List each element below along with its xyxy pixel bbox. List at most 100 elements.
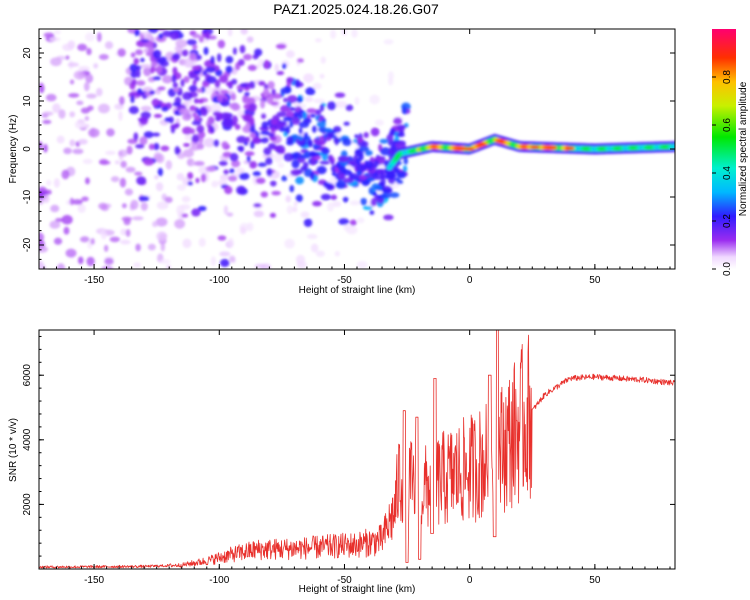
spectrum-blob <box>225 55 234 64</box>
spectrum-blob <box>363 131 369 138</box>
spectrum-speckle <box>79 236 90 243</box>
spectrum-speckle <box>95 87 103 97</box>
spectrum-blob <box>158 33 164 40</box>
spectrum-blob <box>195 54 202 61</box>
spectrum-blob <box>152 49 162 59</box>
spectrum-blob <box>362 205 373 210</box>
spectrum-speckle <box>155 217 168 227</box>
spectrum-blob <box>306 108 317 114</box>
spectrum-blob <box>283 152 294 162</box>
spectrum-blob <box>263 88 270 97</box>
spectrum-blob <box>128 91 137 97</box>
spectrum-speckle <box>258 59 265 67</box>
spectrum-blob <box>203 46 209 56</box>
spectrum-speckle <box>71 199 83 205</box>
spectrum-blob <box>396 124 407 130</box>
spectrum-speckle <box>120 160 127 168</box>
spectrum-speckle <box>63 147 72 155</box>
spectrum-blob <box>403 157 409 165</box>
spectrum-blob <box>270 118 278 126</box>
spectrum-blob <box>148 143 155 150</box>
spectrum-blob <box>195 177 200 184</box>
spectrum-blob <box>308 150 317 158</box>
spectrum-blob <box>183 75 190 84</box>
spectrum-blob <box>187 172 194 180</box>
spectrum-blob <box>161 106 169 112</box>
spectrum-blob <box>289 184 295 193</box>
spectrum-blob <box>216 53 222 63</box>
spectrum-speckle <box>301 103 307 109</box>
spectrum-blob <box>172 53 181 61</box>
spectrum-blob <box>307 139 313 148</box>
spectrum-blob <box>259 130 271 136</box>
spectrum-blob <box>169 31 180 40</box>
spectrum-blob <box>292 111 300 118</box>
spectrum-speckle <box>110 176 120 183</box>
spectrum-speckle <box>346 225 358 235</box>
spectrum-blob <box>192 33 201 39</box>
spectrum-blob <box>219 258 230 268</box>
spectrum-blob <box>364 150 373 156</box>
spectrum-speckle <box>374 119 384 126</box>
spectrum-blob <box>295 176 304 185</box>
spectrum-blob <box>291 159 300 169</box>
spectrum-speckle <box>133 262 141 268</box>
spectrum-speckle <box>300 211 310 218</box>
ridge-peak <box>464 147 475 151</box>
spectrum-blob <box>220 112 231 121</box>
spectrum-speckle <box>240 29 248 35</box>
spectrum-speckle <box>90 238 95 245</box>
spectrum-speckle <box>312 82 322 90</box>
spectrum-blob <box>191 208 201 217</box>
ridge-peak <box>529 145 540 149</box>
spectrum-speckle <box>132 216 144 221</box>
spectrum-blob <box>388 149 393 155</box>
spectrum-blob <box>207 116 215 124</box>
spectrum-speckle <box>119 177 127 188</box>
spectrum-speckle <box>99 158 109 165</box>
spectrum-speckle <box>274 63 280 72</box>
spectrum-speckle <box>96 32 102 42</box>
spectrum-blob <box>342 196 349 203</box>
spectrum-blob <box>271 190 281 196</box>
spectrum-blob <box>266 96 274 104</box>
spectrum-blob <box>252 136 262 144</box>
spectrum-blob <box>189 105 197 112</box>
spectrum-blob <box>153 142 160 151</box>
spectrum-speckle <box>313 98 325 104</box>
spectrum-speckle <box>235 167 245 174</box>
top-xtick-label: -100 <box>209 275 229 286</box>
ridge-peak <box>457 146 468 151</box>
spectrum-blob <box>293 152 299 159</box>
spectrum-blob <box>182 113 192 121</box>
bottom-xtick-label: -100 <box>209 575 229 586</box>
spectrum-blob <box>343 121 350 126</box>
spectrum-blob <box>305 87 316 96</box>
spectrum-blob <box>231 159 241 168</box>
spectrum-blob <box>138 195 150 202</box>
spectrum-speckle <box>73 70 86 80</box>
spectrum-blob <box>224 185 233 195</box>
spectrum-blob <box>136 68 141 78</box>
spectrum-speckle <box>152 221 158 228</box>
spectrum-blob <box>260 191 268 198</box>
spectrum-speckle <box>143 66 152 77</box>
top-ytick-label: -10 <box>22 189 33 204</box>
spectrum-speckle <box>285 50 295 59</box>
spectrum-speckle <box>176 152 186 160</box>
spectrum-blob <box>192 79 197 86</box>
spectrum-blob <box>389 192 400 198</box>
spectrum-speckle <box>50 204 60 213</box>
spectrum-blob <box>286 136 294 144</box>
spectrum-blob <box>258 80 266 86</box>
spectrum-blob <box>200 173 207 183</box>
spectrum-speckle <box>246 222 254 232</box>
spectrum-blob <box>389 128 396 135</box>
spectrum-speckle <box>69 139 76 147</box>
spectrum-blob <box>152 132 161 137</box>
spectrum-speckle <box>98 202 108 210</box>
spectrum-blob <box>342 138 352 147</box>
spectrum-blob <box>267 80 275 90</box>
spectrum-blob <box>183 142 190 147</box>
